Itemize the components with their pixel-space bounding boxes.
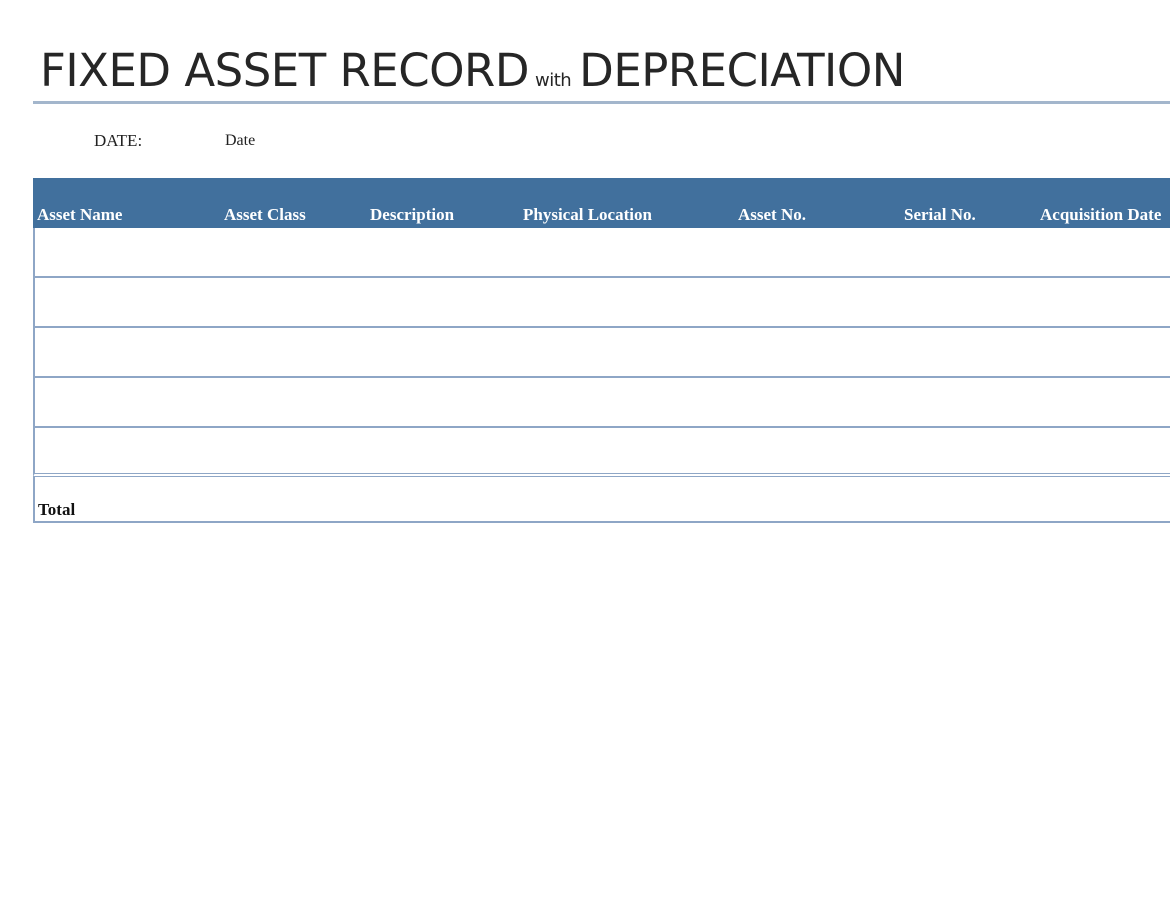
column-header-serial-no: Serial No. bbox=[904, 205, 976, 224]
table-header: Asset Name Asset Class Description Physi… bbox=[33, 178, 1170, 228]
page-title: FIXED ASSET RECORD with DEPRECIATION bbox=[40, 44, 905, 97]
date-label: DATE: bbox=[94, 131, 143, 150]
title-main: FIXED ASSET RECORD bbox=[40, 44, 529, 97]
column-header-asset-class: Asset Class bbox=[224, 205, 306, 224]
column-header-physical-location: Physical Location bbox=[523, 205, 652, 224]
table-row[interactable] bbox=[33, 328, 1170, 378]
column-header-description: Description bbox=[370, 205, 455, 224]
column-header-asset-no: Asset No. bbox=[738, 205, 806, 224]
column-header-asset-name: Asset Name bbox=[37, 205, 123, 224]
date-field[interactable]: Date bbox=[225, 132, 256, 149]
asset-table: Asset Name Asset Class Description Physi… bbox=[33, 178, 1170, 523]
table-row[interactable] bbox=[33, 428, 1170, 477]
title-underline bbox=[33, 101, 1170, 104]
title-depreciation: DEPRECIATION bbox=[579, 44, 905, 97]
title-with: with bbox=[534, 70, 572, 91]
table-row[interactable] bbox=[33, 278, 1170, 328]
table-row[interactable] bbox=[33, 378, 1170, 428]
table-row[interactable] bbox=[33, 228, 1170, 278]
total-row: Total bbox=[33, 477, 1170, 523]
total-label: Total bbox=[38, 500, 76, 519]
column-header-acquisition-date: Acquisition Date bbox=[1040, 205, 1162, 224]
